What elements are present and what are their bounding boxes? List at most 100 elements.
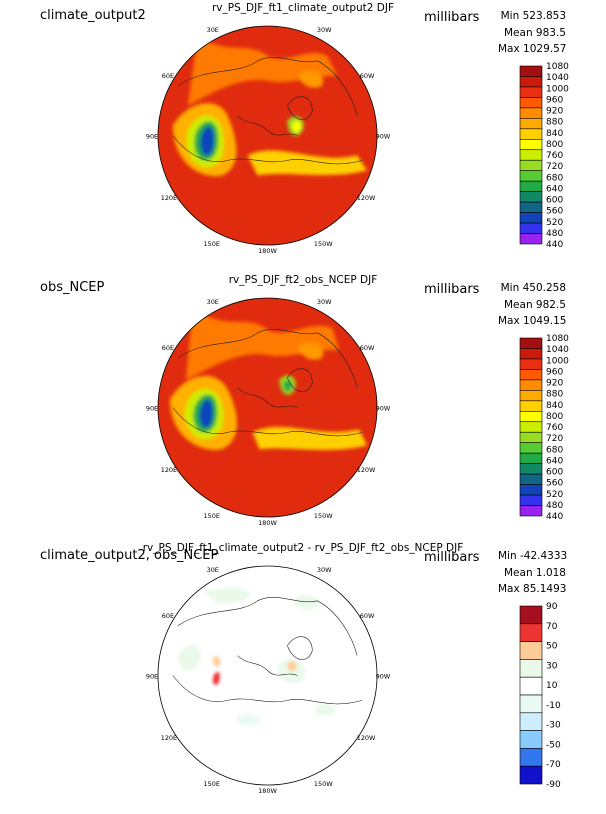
colorbar-level-label: 920 xyxy=(546,107,563,117)
colorbar-swatch xyxy=(519,494,543,506)
colorbar-level-label: 30 xyxy=(546,661,558,671)
colorbar-level-label: 760 xyxy=(546,423,563,433)
mean-stat: Mean 983.5 xyxy=(503,27,566,39)
colorbar-level-label: 440 xyxy=(546,240,563,250)
colorbar-swatch xyxy=(519,128,543,140)
colorbar-swatch xyxy=(519,358,543,370)
lon-label-30w: 30W xyxy=(317,566,332,574)
colorbar-swatch xyxy=(519,712,543,731)
panel-difference: climate_output2, obs_NCEP rv_PS_DJF_ft1_… xyxy=(0,540,606,810)
colorbar-swatch xyxy=(519,659,543,678)
lon-label-120w: 120W xyxy=(357,734,376,742)
lon-label-120e: 120E xyxy=(161,734,177,742)
colorbar-level-label: 800 xyxy=(546,140,563,150)
colorbar-level-label: 1040 xyxy=(546,73,569,83)
lon-label-30e: 30E xyxy=(207,298,219,306)
colorbar-swatch xyxy=(519,138,543,151)
lon-label-120w: 120W xyxy=(357,194,376,202)
colorbar-swatch xyxy=(519,222,543,234)
colorbar-swatch xyxy=(519,765,543,785)
colorbar-swatch xyxy=(519,463,543,475)
lon-label-60e: 60E xyxy=(162,72,174,80)
plot-title: rv_PS_DJF_ft1_climate_output2 DJF xyxy=(211,2,395,14)
colorbar-swatch xyxy=(519,421,543,433)
lon-label-90e: 90E xyxy=(146,132,158,140)
lon-label-150e: 150E xyxy=(204,512,220,520)
lon-label-120e: 120E xyxy=(161,466,177,474)
colorbar-level-label: 960 xyxy=(546,95,563,105)
colorbar-swatch xyxy=(519,191,543,203)
colorbar-level-label: 480 xyxy=(546,229,563,239)
colorbar-level-label: 600 xyxy=(546,196,563,206)
plot-title: rv_PS_DJF_ft1_climate_output2 - rv_PS_DJ… xyxy=(142,542,464,554)
map-boundary xyxy=(157,25,378,246)
colorbar-level-label: 640 xyxy=(546,456,563,466)
lon-label-150w: 150W xyxy=(314,780,333,788)
lon-label-150w: 150W xyxy=(314,512,333,520)
colorbar-level-label: 70 xyxy=(546,622,558,632)
colorbar-level-label: 1000 xyxy=(546,84,569,94)
colorbar-level-label: 720 xyxy=(546,162,563,172)
colorbar-level-label: 480 xyxy=(546,501,563,511)
colorbar-swatch xyxy=(519,473,543,485)
polar-map: 30E 30W 60E 60W 90E 90W 120E 120W 150E 1… xyxy=(146,25,391,255)
case-name: climate_output2, obs_NCEP xyxy=(40,548,219,563)
colorbar-level-label: -90 xyxy=(546,780,561,790)
colorbar-swatch xyxy=(519,97,543,109)
lon-label-60e: 60E xyxy=(162,612,174,620)
colorbar-level-label: 1080 xyxy=(546,334,569,344)
colorbar-swatch xyxy=(519,390,543,402)
lon-label-90w: 90W xyxy=(376,404,391,412)
colorbar-level-label: 760 xyxy=(546,151,563,161)
max-stat: Max 85.1493 xyxy=(498,583,567,595)
colorbar-swatch xyxy=(519,379,543,391)
lon-label-180w: 180W xyxy=(258,519,277,527)
colorbar-swatch xyxy=(519,641,543,660)
colorbar-level-label: 1080 xyxy=(546,62,569,72)
colorbar-swatch xyxy=(519,623,543,642)
lon-label-60w: 60W xyxy=(360,72,375,80)
colorbar-level-label: 600 xyxy=(546,468,563,478)
colorbar-level-label: 520 xyxy=(546,490,563,500)
colorbar-swatch xyxy=(519,212,543,224)
polar-map: 30E 30W 60E 60W 90E 90W 120E 120W 150E 1… xyxy=(146,297,391,527)
colorbar-swatch xyxy=(519,118,543,130)
units-label: millibars xyxy=(424,282,480,297)
map-boundary xyxy=(157,565,378,786)
lon-label-90e: 90E xyxy=(146,672,158,680)
colorbar-swatch xyxy=(519,170,543,182)
mean-stat: Mean 1.018 xyxy=(503,567,566,579)
colorbar-swatch xyxy=(519,748,543,767)
pressure-contours xyxy=(172,35,368,177)
colorbar-level-label: 960 xyxy=(546,367,563,377)
colorbar-swatch xyxy=(519,694,543,714)
lon-label-90w: 90W xyxy=(376,672,391,680)
colorbar-swatch xyxy=(519,730,543,749)
colorbar-level-label: 840 xyxy=(546,129,563,139)
colorbar-swatch xyxy=(519,201,543,213)
colorbar-swatch xyxy=(519,76,543,88)
case-name: obs_NCEP xyxy=(40,280,105,295)
plot-title: rv_PS_DJF_ft2_obs_NCEP DJF xyxy=(228,274,378,286)
colorbar-level-label: 520 xyxy=(546,218,563,228)
colorbar-level-label: 920 xyxy=(546,379,563,389)
colorbar-level-label: 680 xyxy=(546,173,563,183)
colorbar-swatch xyxy=(519,431,543,444)
colorbar-swatch xyxy=(519,65,543,77)
lon-label-60w: 60W xyxy=(360,612,375,620)
max-stat: Max 1049.15 xyxy=(498,315,567,327)
lon-label-150e: 150E xyxy=(204,240,220,248)
colorbar-swatch xyxy=(519,442,543,454)
colorbar: 90 70 50 30 10 -10 -30 -50 -70 -90 xyxy=(519,602,561,790)
colorbar-level-label: -30 xyxy=(546,721,561,731)
colorbar-swatch xyxy=(519,400,543,412)
lon-label-180w: 180W xyxy=(258,787,277,795)
colorbar-swatch xyxy=(519,348,543,360)
colorbar-swatch xyxy=(519,676,543,696)
colorbar-swatch xyxy=(519,452,543,464)
colorbar-level-label: 1000 xyxy=(546,356,569,366)
colorbar-level-label: 880 xyxy=(546,390,563,400)
map-background xyxy=(157,565,378,786)
